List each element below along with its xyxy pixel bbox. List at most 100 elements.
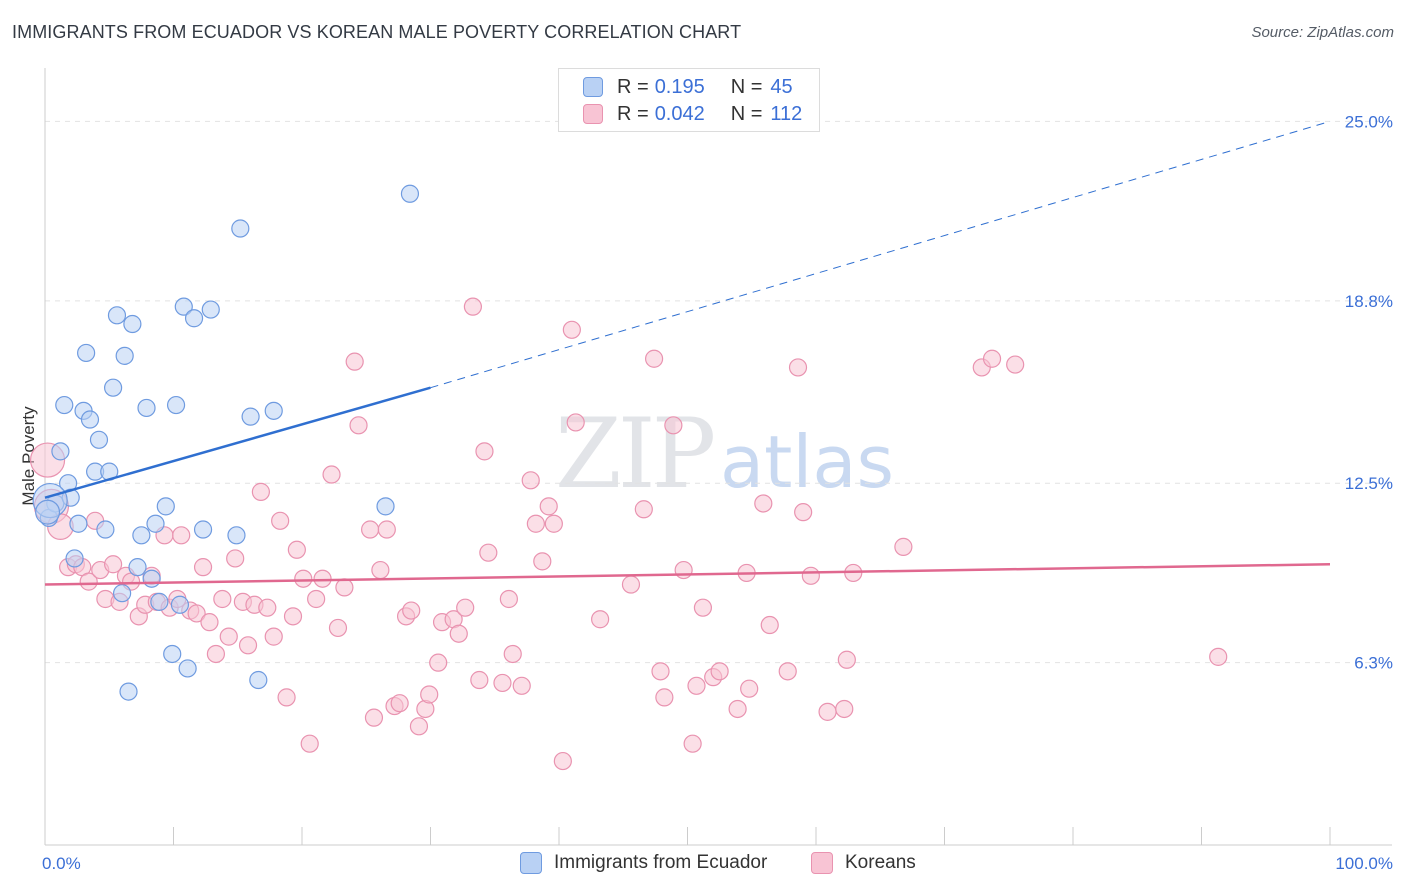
korean-point — [429, 653, 448, 672]
korean-point — [349, 416, 368, 435]
korean-point — [562, 320, 581, 339]
korean-point — [801, 566, 820, 585]
korean-point — [287, 540, 306, 559]
ecuador-point — [193, 520, 213, 539]
korean-point — [553, 751, 572, 771]
korean-point — [390, 694, 409, 713]
ecuador-point — [163, 644, 182, 664]
korean-trend-line — [44, 562, 1331, 586]
korean-point — [728, 699, 747, 719]
korean-point — [512, 676, 531, 695]
korean-point — [294, 569, 313, 588]
korean-point — [526, 514, 545, 533]
ecuador-point — [227, 526, 246, 545]
korean-point — [621, 575, 641, 594]
korean-point — [371, 560, 390, 580]
korean-point — [364, 708, 384, 727]
ecuador-point — [264, 401, 283, 420]
korean-point — [283, 607, 303, 626]
ecuador-point — [146, 514, 165, 533]
korean-point — [634, 500, 653, 519]
korean-point — [982, 349, 1002, 368]
korean-point — [322, 465, 341, 484]
ecuador-point — [69, 514, 88, 533]
x-max-label: 100.0% — [1335, 854, 1393, 873]
ecuador-point — [170, 595, 190, 614]
korean-point — [420, 685, 439, 704]
y-tick-label: 12.5% — [1345, 474, 1393, 493]
koreans-legend-swatch — [811, 852, 833, 874]
ecuador-point — [65, 549, 84, 568]
ecuador-point — [35, 499, 61, 525]
korean-point — [837, 650, 856, 669]
ecuador-point — [142, 569, 161, 588]
korean-point — [300, 734, 319, 753]
korean-point — [193, 558, 213, 577]
ecuador-point — [115, 346, 134, 365]
korean-point — [687, 676, 706, 695]
ecuador-point — [376, 497, 395, 516]
n-label: N = — [730, 75, 763, 98]
korean-point — [788, 358, 808, 377]
korean-point — [377, 520, 396, 539]
stats-legend: R = 0.195 N = 45 R = 0.042 N = 112 — [558, 68, 820, 132]
korean-point — [409, 717, 429, 736]
ecuador-point — [77, 343, 96, 363]
r-label: R = — [617, 102, 649, 125]
ecuador-point — [89, 430, 109, 449]
ecuador-point — [137, 398, 156, 418]
ecuador-trend-extension — [430, 120, 1331, 389]
korean-point — [271, 511, 290, 530]
ecuador-point — [150, 592, 169, 611]
korean-point — [172, 526, 191, 545]
korean-point — [760, 615, 779, 635]
ecuador-point — [174, 297, 193, 316]
korean-point — [818, 702, 837, 721]
korean-point — [521, 471, 540, 490]
korean-point — [710, 662, 729, 681]
series-legend: Immigrants from Ecuador Koreans — [0, 852, 1406, 878]
ecuador-point — [178, 659, 197, 678]
korean-point — [539, 497, 558, 516]
ecuador-point — [241, 407, 260, 426]
n-value: 112 — [770, 102, 803, 125]
korean-point — [335, 578, 354, 597]
ecuador-legend-swatch — [520, 852, 542, 874]
ecuador-swatch — [583, 77, 603, 97]
chart-title: IMMIGRANTS FROM ECUADOR VS KOREAN MALE P… — [12, 22, 742, 42]
n-label: N = — [730, 102, 763, 125]
korean-point — [219, 627, 238, 646]
korean-point — [1209, 647, 1228, 666]
ecuador-point — [184, 309, 204, 328]
korean-point — [402, 601, 421, 620]
legend-label-koreans: Koreans — [845, 852, 916, 873]
korean-point — [499, 589, 518, 609]
korean-point — [206, 644, 226, 664]
korean-point — [79, 572, 98, 591]
korean-point — [778, 662, 797, 681]
korean-point — [449, 624, 468, 643]
ecuador-point — [112, 584, 132, 603]
ecuador-point — [107, 306, 127, 325]
legend-label-ecuador: Immigrants from Ecuador — [554, 852, 768, 873]
watermark-atlas: atlas — [720, 420, 894, 504]
korean-point — [544, 514, 563, 533]
ecuador-point — [123, 314, 142, 334]
source-label: Source: ZipAtlas.com — [1251, 24, 1394, 41]
korean-point — [226, 549, 245, 568]
legend-item-ecuador[interactable]: Immigrants from Ecuador — [520, 852, 767, 874]
korean-point — [258, 598, 277, 617]
korean-point — [104, 555, 123, 574]
korean-point — [479, 543, 498, 562]
korean-point — [470, 670, 489, 690]
korean-point — [683, 734, 702, 753]
korean-point — [493, 673, 512, 693]
ecuador-point — [128, 558, 147, 577]
y-tick-label: 25.0% — [1345, 112, 1393, 131]
legend-item-koreans[interactable]: Koreans — [811, 852, 916, 874]
ecuador-point — [231, 219, 250, 238]
korean-point — [345, 352, 364, 371]
korean-point — [644, 349, 664, 368]
korean-point — [503, 644, 522, 664]
